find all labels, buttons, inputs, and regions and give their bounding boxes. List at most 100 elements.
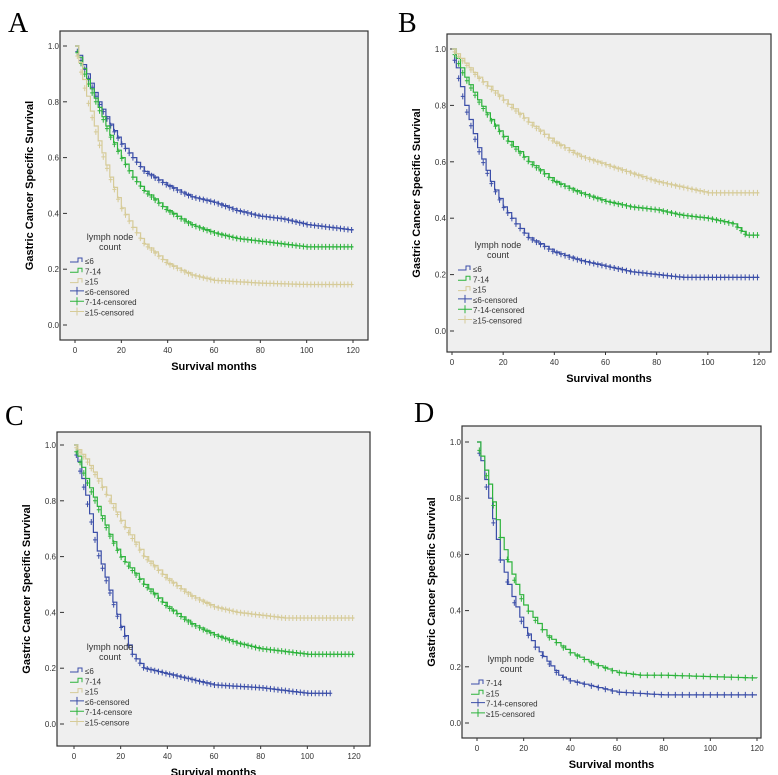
censor-mark — [149, 246, 154, 253]
censor-mark — [308, 243, 313, 250]
censor-mark — [268, 280, 273, 287]
censor-mark — [175, 213, 180, 220]
censor-mark — [631, 671, 636, 678]
censor-mark — [230, 234, 235, 241]
censor-mark — [234, 683, 239, 690]
censor-mark — [153, 197, 158, 204]
censor-mark — [505, 100, 510, 107]
censor-mark — [542, 131, 547, 138]
censor-mark — [319, 223, 324, 230]
censor-mark — [81, 484, 86, 491]
y-tick-label: 0.6 — [45, 553, 57, 562]
censor-mark — [253, 279, 258, 286]
censor-mark — [308, 222, 313, 229]
censor-mark — [751, 189, 756, 196]
censor-mark — [107, 589, 112, 596]
censor-mark — [122, 523, 127, 530]
censor-mark — [477, 447, 482, 454]
censor-mark — [223, 278, 228, 285]
censor-mark — [624, 670, 629, 677]
censor-mark — [246, 610, 251, 617]
censor-mark — [245, 210, 250, 217]
censor-mark — [126, 563, 131, 570]
censor-mark — [493, 188, 498, 195]
censor-mark — [685, 185, 690, 192]
legend-entry: 7-14 — [486, 679, 503, 688]
censor-mark — [452, 48, 457, 55]
censor-mark — [89, 519, 94, 526]
censor-mark — [595, 195, 600, 202]
censor-mark — [275, 614, 280, 621]
censor-mark — [599, 160, 604, 167]
legend-censor-icon — [70, 717, 84, 726]
y-axis-label: Gastric Cancer Specific Survival — [21, 504, 33, 673]
censor-mark — [636, 172, 641, 179]
censor-mark — [205, 227, 210, 234]
censor-mark — [628, 268, 633, 275]
censor-mark — [178, 613, 183, 620]
legend-censor-icon — [471, 708, 485, 717]
censor-mark — [722, 691, 727, 698]
censor-mark — [481, 159, 486, 166]
censor-mark — [96, 506, 101, 513]
censor-mark — [568, 677, 573, 684]
censor-mark — [554, 179, 559, 186]
censor-mark — [317, 690, 321, 697]
censor-mark — [108, 176, 113, 183]
censor-mark — [160, 669, 165, 676]
censor-mark — [673, 182, 678, 189]
censor-mark — [249, 684, 254, 691]
censor-mark — [550, 137, 555, 144]
censor-mark — [673, 210, 678, 217]
censor-mark — [286, 281, 291, 288]
censor-mark — [620, 266, 625, 273]
censor-mark — [477, 148, 482, 155]
censor-mark — [279, 215, 284, 222]
censor-mark — [538, 128, 543, 135]
censor-mark — [755, 189, 760, 196]
censor-mark — [234, 609, 239, 616]
censor-mark — [505, 578, 510, 585]
legend-step-icon — [471, 689, 484, 695]
censor-mark — [208, 630, 213, 637]
censor-mark — [320, 651, 325, 658]
censor-mark — [171, 263, 176, 270]
censor-mark — [141, 664, 146, 671]
censor-mark — [130, 224, 135, 231]
censor-mark — [599, 262, 604, 269]
censor-mark — [739, 189, 744, 196]
censor-mark — [595, 261, 600, 268]
censor-mark — [301, 243, 306, 250]
censor-mark — [481, 105, 486, 112]
censor-mark — [90, 89, 95, 96]
censor-mark — [130, 651, 135, 658]
x-tick-label: 120 — [752, 358, 766, 367]
censor-mark — [718, 274, 723, 281]
censor-mark — [137, 660, 142, 667]
censor-mark — [579, 190, 584, 197]
y-tick-label: 0.6 — [48, 154, 60, 163]
censor-mark — [238, 208, 243, 215]
y-tick-label: 0.8 — [450, 494, 462, 503]
censor-mark — [313, 614, 318, 621]
censor-mark — [234, 278, 239, 285]
panel-A: A 0.0 0.2 0.4 0.6 0.8 1.0 0 20 40 60 80 100 120 Surviv… — [8, 8, 369, 373]
legend-censor-icon — [458, 315, 472, 324]
censor-mark — [190, 676, 195, 683]
censor-mark — [309, 690, 314, 697]
x-tick-label: 120 — [346, 346, 360, 355]
censor-mark — [638, 672, 643, 679]
censor-mark — [164, 181, 169, 188]
censor-mark — [179, 267, 184, 274]
censor-mark — [145, 170, 150, 177]
censor-mark — [640, 173, 645, 180]
censor-mark — [264, 646, 269, 653]
legend-entry: ≤6 — [473, 265, 482, 274]
censor-mark — [156, 595, 161, 602]
censor-mark — [264, 685, 269, 692]
censor-mark — [171, 672, 176, 679]
legend-title-line2: count — [500, 664, 523, 674]
legend-censor-icon — [70, 696, 84, 705]
censor-mark — [320, 690, 325, 697]
x-tick-label: 100 — [704, 744, 718, 753]
